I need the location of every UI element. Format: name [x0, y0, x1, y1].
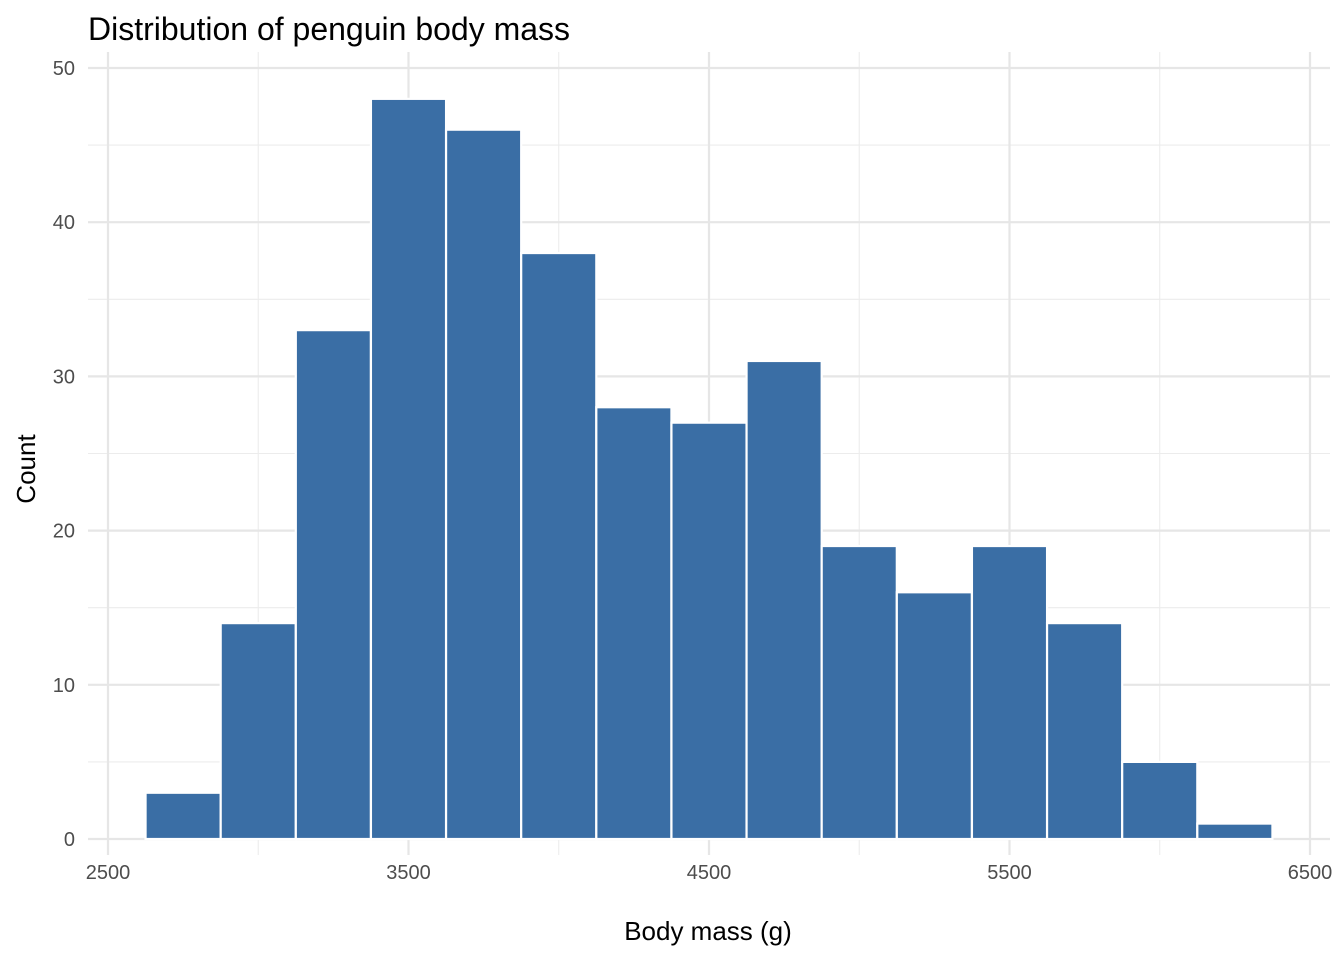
y-axis-title: Count: [11, 434, 41, 504]
histogram-bar: [1045, 622, 1124, 841]
x-tick-label: 3500: [386, 862, 431, 884]
histogram-bar: [294, 329, 373, 841]
chart-title: Distribution of penguin body mass: [88, 11, 570, 47]
histogram-bar: [1196, 822, 1274, 841]
y-axis-ticks: 0 10 20 30 40 50: [53, 58, 75, 851]
histogram-bar: [745, 359, 823, 841]
histogram-bar: [219, 622, 297, 841]
y-tick-label: 0: [64, 829, 75, 851]
x-axis-title: Body mass (g): [624, 916, 792, 946]
x-tick-label: 4500: [687, 862, 732, 884]
histogram-bar: [895, 591, 974, 841]
y-tick-label: 50: [53, 58, 75, 80]
y-tick-label: 20: [53, 521, 75, 543]
histogram-bar: [595, 406, 673, 841]
y-tick-label: 40: [53, 212, 75, 234]
histogram-bar: [444, 128, 523, 841]
histogram-bars: [144, 97, 1274, 841]
histogram-bar: [970, 544, 1049, 841]
histogram-bar: [1121, 760, 1199, 841]
x-tick-label: 5500: [987, 862, 1032, 884]
histogram-bar: [369, 97, 448, 841]
x-tick-label: 2500: [86, 862, 131, 884]
histogram-bar: [520, 251, 598, 841]
histogram-bar: [670, 421, 748, 841]
y-tick-label: 30: [53, 366, 75, 388]
x-tick-label: 6500: [1288, 862, 1333, 884]
x-axis-ticks: 2500 3500 4500 5500 6500: [86, 862, 1333, 884]
histogram-bar: [820, 544, 898, 841]
histogram-bar: [144, 791, 222, 841]
y-tick-label: 10: [53, 675, 75, 697]
